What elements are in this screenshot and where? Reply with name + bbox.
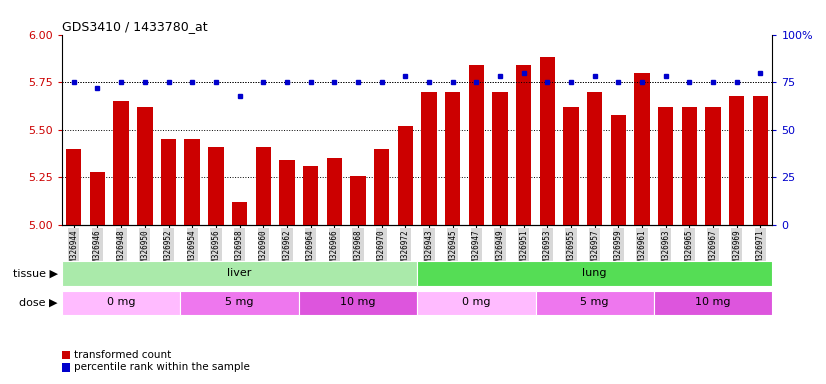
Text: 0 mg: 0 mg (107, 298, 135, 308)
Bar (397, 126, 413, 384)
Text: transformed count: transformed count (74, 350, 172, 360)
Text: lung: lung (582, 268, 607, 278)
Text: 10 mg: 10 mg (340, 298, 376, 308)
Bar (445, 92, 460, 384)
Bar (654, 291, 772, 315)
Bar (563, 107, 579, 384)
Bar (303, 166, 318, 384)
Text: liver: liver (227, 268, 252, 278)
Bar (350, 175, 366, 384)
Bar (516, 65, 531, 384)
Text: 10 mg: 10 mg (695, 298, 731, 308)
Bar (705, 107, 721, 384)
Bar (137, 107, 153, 384)
Bar (681, 107, 697, 384)
Bar (610, 114, 626, 384)
Bar (113, 101, 129, 384)
Bar (90, 172, 105, 384)
Bar (326, 158, 342, 384)
Bar (255, 147, 271, 384)
Text: percentile rank within the sample: percentile rank within the sample (74, 362, 250, 372)
Bar (634, 73, 650, 384)
Bar (279, 160, 295, 384)
Bar (587, 92, 602, 384)
Bar (539, 58, 555, 384)
Bar (658, 107, 673, 384)
Text: GDS3410 / 1433780_at: GDS3410 / 1433780_at (62, 20, 207, 33)
Bar (184, 139, 200, 384)
Bar (66, 149, 82, 384)
Bar (752, 96, 768, 384)
Bar (62, 291, 180, 315)
Bar (535, 291, 654, 315)
Bar (492, 92, 508, 384)
Text: tissue ▶: tissue ▶ (13, 268, 58, 278)
Bar (729, 96, 744, 384)
Bar (299, 291, 417, 315)
Bar (417, 291, 535, 315)
Bar (374, 149, 389, 384)
Text: 0 mg: 0 mg (462, 298, 491, 308)
Bar (421, 92, 437, 384)
Text: dose ▶: dose ▶ (19, 298, 58, 308)
Bar (62, 261, 417, 286)
Text: 5 mg: 5 mg (225, 298, 254, 308)
Text: 5 mg: 5 mg (581, 298, 609, 308)
Bar (180, 291, 299, 315)
Bar (208, 147, 224, 384)
Bar (161, 139, 176, 384)
Bar (232, 202, 247, 384)
Bar (468, 65, 484, 384)
Bar (417, 261, 772, 286)
